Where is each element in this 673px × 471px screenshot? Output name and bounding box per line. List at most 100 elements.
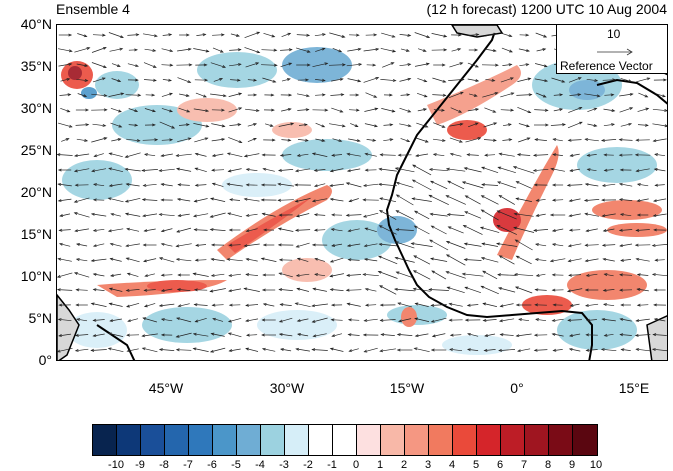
wind-vector-head: [256, 50, 261, 54]
wind-vector-head: [228, 303, 233, 307]
wind-vector-head: [238, 92, 243, 96]
wind-vector: [412, 179, 432, 191]
wind-vector: [449, 123, 463, 127]
wind-vector-head: [288, 48, 293, 52]
wind-vector: [450, 107, 462, 113]
wind-vector-head: [514, 272, 518, 277]
wind-vector: [585, 303, 599, 307]
wind-vector-head: [57, 168, 62, 172]
wind-vector: [363, 48, 379, 52]
wind-vector: [396, 229, 414, 231]
wind-vector: [550, 258, 566, 262]
colorbar-swatch: [117, 425, 141, 455]
wind-vector: [60, 107, 70, 113]
wind-vector: [620, 318, 632, 322]
wind-vector-head: [356, 139, 361, 143]
wind-vector: [570, 168, 580, 172]
wind-vector-head: [126, 304, 130, 308]
wind-vector-head: [209, 289, 214, 293]
wind-vector-head: [271, 34, 276, 38]
wind-vector: [464, 286, 482, 294]
wind-vector-head: [379, 209, 383, 214]
wind-vector: [194, 229, 208, 231]
wind-vector: [331, 228, 343, 232]
wind-vector-head: [392, 49, 397, 53]
wind-vector: [179, 93, 189, 97]
wind-vector: [447, 286, 465, 294]
wind-vector-head: [119, 47, 124, 51]
wind-vector-head: [116, 64, 121, 67]
wind-vector: [587, 168, 597, 172]
wind-vector: [60, 78, 70, 82]
wind-vector: [330, 257, 344, 263]
wind-vector-head: [160, 183, 165, 186]
wind-vector-head: [411, 197, 416, 201]
wind-vector-head: [513, 212, 518, 216]
wind-vector: [127, 34, 139, 36]
wind-vector-head: [514, 286, 519, 290]
wind-vector: [483, 139, 497, 141]
wind-vector-head: [212, 317, 217, 321]
wind-vector: [110, 318, 122, 322]
wind-vector: [586, 228, 598, 232]
wind-vector-head: [314, 273, 318, 277]
wind-vector: [430, 180, 448, 190]
wind-vector: [412, 198, 432, 202]
wind-vector-head: [584, 288, 589, 292]
wind-vector: [568, 77, 582, 83]
wind-vector-head: [424, 139, 429, 143]
wind-vector-head: [58, 303, 63, 307]
wind-vector-head: [620, 303, 624, 307]
wind-vector-head: [219, 78, 224, 81]
wind-vector-head: [618, 182, 623, 186]
wind-vector-head: [398, 319, 402, 323]
wind-vector-head: [445, 167, 450, 171]
wind-vector-head: [482, 302, 487, 306]
wind-vector: [93, 228, 105, 232]
wind-vector: [417, 78, 427, 82]
wind-vector: [144, 153, 156, 157]
wind-vector: [245, 318, 259, 322]
wind-vector-head: [346, 169, 351, 173]
wind-vector: [464, 243, 482, 247]
wind-vector: [382, 62, 394, 68]
wind-vector-head: [57, 349, 61, 353]
wind-vector-head: [311, 304, 316, 308]
wind-vector: [585, 244, 599, 246]
wind-vector-head: [84, 78, 89, 82]
wind-vector: [280, 154, 292, 156]
colorbar-tick-label: -2: [303, 459, 313, 471]
wind-vector-head: [262, 302, 267, 306]
wind-vector: [330, 168, 344, 172]
wind-vector: [432, 138, 446, 142]
wind-vector-head: [594, 78, 599, 82]
wind-vector-head: [154, 138, 159, 142]
wind-vector-head: [498, 194, 503, 199]
wind-vector-head: [279, 153, 284, 157]
wind-vector: [481, 195, 499, 205]
wind-vector-head: [445, 254, 450, 258]
wind-vector: [315, 122, 325, 128]
wind-vector-head: [171, 125, 176, 129]
wind-vector-head: [109, 319, 114, 323]
wind-vector: [195, 317, 207, 323]
wind-vector-head: [603, 153, 608, 157]
wind-vector-head: [160, 229, 165, 233]
wind-vector: [159, 257, 175, 263]
wind-vector-head: [58, 228, 63, 232]
wind-vector-head: [126, 333, 130, 337]
wind-vector-head: [551, 229, 556, 232]
wind-vector: [176, 258, 192, 262]
wind-vector: [365, 227, 377, 233]
colorbar-tick-label: -9: [135, 459, 145, 471]
wind-vector-head: [425, 62, 430, 66]
wind-vector-head: [108, 302, 113, 306]
wind-vector-head: [76, 318, 81, 322]
wind-vector-head: [441, 63, 446, 67]
wind-vector-head: [261, 153, 266, 157]
wind-vector: [482, 92, 498, 98]
wind-vector-head: [187, 137, 192, 141]
wind-vector: [535, 92, 547, 98]
wind-vector: [450, 334, 462, 336]
wind-vector-head: [311, 199, 316, 203]
